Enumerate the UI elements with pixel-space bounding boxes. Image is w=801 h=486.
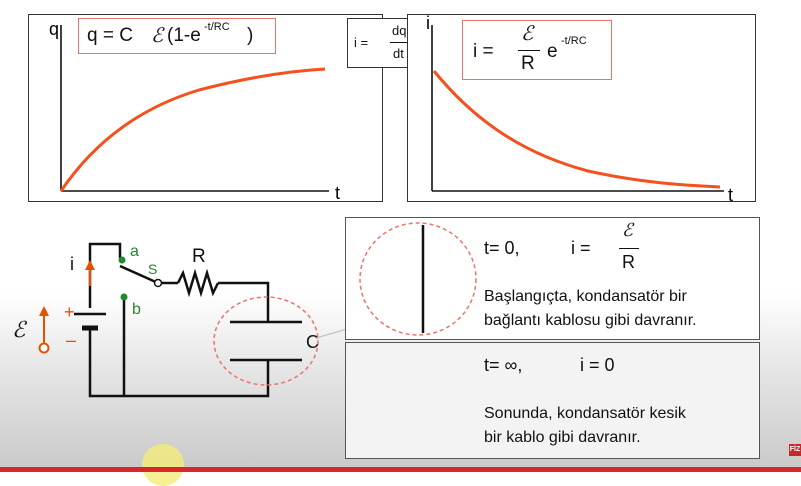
final-desc-line2: bir kablo gibi davranır. xyxy=(484,429,641,446)
emf-arrowhead-icon xyxy=(39,306,49,316)
current-formula-exp: -t/RC xyxy=(561,35,587,47)
final-time-label: t= ∞, xyxy=(484,355,523,375)
derivative-lhs: i = xyxy=(354,35,369,50)
resistor-icon xyxy=(176,268,220,298)
switch-a-dot-icon xyxy=(118,256,126,264)
wire-to-capacitor xyxy=(218,281,270,322)
final-desc-line1: Sonunda, kondansatör kesik xyxy=(484,405,686,422)
capacitor-label: C xyxy=(306,332,319,352)
video-progress-bar[interactable] xyxy=(0,467,801,472)
emf-terminal-icon xyxy=(38,342,50,354)
switch-b-label: b xyxy=(132,301,141,318)
initial-state-box: t= 0, i = ℰ R Başlangıçta, kondansatör b… xyxy=(345,217,760,340)
derivative-fraction-bar xyxy=(390,42,414,43)
current-formula-base: e xyxy=(547,41,558,62)
initial-time-label: t= 0, xyxy=(484,238,520,258)
final-current-eq: i = 0 xyxy=(580,355,615,375)
switch-s-label: S xyxy=(148,261,157,277)
final-state-box: t= ∞, i = 0 Sonunda, kondansatör kesik b… xyxy=(345,342,760,459)
initial-current-num: ℰ xyxy=(622,220,633,241)
derivative-den: dt xyxy=(393,46,404,61)
charge-y-label: q xyxy=(49,19,59,39)
current-label: i xyxy=(70,254,74,274)
current-plot-svg: i t xyxy=(426,13,733,205)
charge-formula-suffix: ) xyxy=(247,25,254,46)
current-formula-fraction-bar xyxy=(518,50,540,51)
channel-logo: FİZ xyxy=(789,444,801,456)
wire-bottom xyxy=(88,330,270,398)
switch-blade xyxy=(119,264,159,285)
current-formula-lhs: i = xyxy=(473,41,494,62)
plus-sign: + xyxy=(64,302,75,322)
charge-formula-mid: (1-e xyxy=(167,25,201,46)
initial-desc-line2: bağlantı kablosu gibi davranır. xyxy=(484,312,697,329)
charge-formula-box: q = C ℰ (1-e -t/RC ) xyxy=(78,18,276,54)
rc-circuit: i ℰ + – a S b R C xyxy=(12,242,319,398)
capacitor-highlight-circle xyxy=(213,296,319,386)
switch-pivot-icon xyxy=(153,278,163,288)
initial-fraction-bar xyxy=(619,248,639,249)
derivative-num: dq xyxy=(392,23,407,38)
current-formula-den: R xyxy=(521,53,535,74)
initial-current-lhs: i = xyxy=(571,238,591,258)
charge-formula-emf: ℰ xyxy=(151,23,164,47)
charge-plot-svg: q t xyxy=(49,19,340,203)
minus-sign: – xyxy=(66,330,76,350)
charge-formula-exp: -t/RC xyxy=(204,21,230,33)
current-formula-box: i = ℰ R e -t/RC xyxy=(462,20,612,80)
resistor-label: R xyxy=(192,246,206,267)
initial-current-den: R xyxy=(622,252,635,272)
charge-x-label: t xyxy=(335,183,340,201)
emf-label: ℰ xyxy=(12,318,28,343)
current-formula-num: ℰ xyxy=(521,21,534,45)
initial-desc-line1: Başlangıçta, kondansatör bir xyxy=(484,288,687,305)
switch-a-label: a xyxy=(130,243,139,260)
wire-zoom-circle xyxy=(359,222,477,336)
charge-curve xyxy=(59,67,326,192)
current-arrowhead-icon xyxy=(85,260,95,270)
current-y-label: i xyxy=(426,15,430,33)
current-x-label: t xyxy=(728,185,733,201)
current-curve xyxy=(432,70,721,189)
cursor-highlight xyxy=(142,444,184,486)
switch-b-dot-icon xyxy=(120,293,128,301)
charge-formula-prefix: q = C xyxy=(87,25,133,46)
wire-zoom-icon xyxy=(359,222,477,336)
